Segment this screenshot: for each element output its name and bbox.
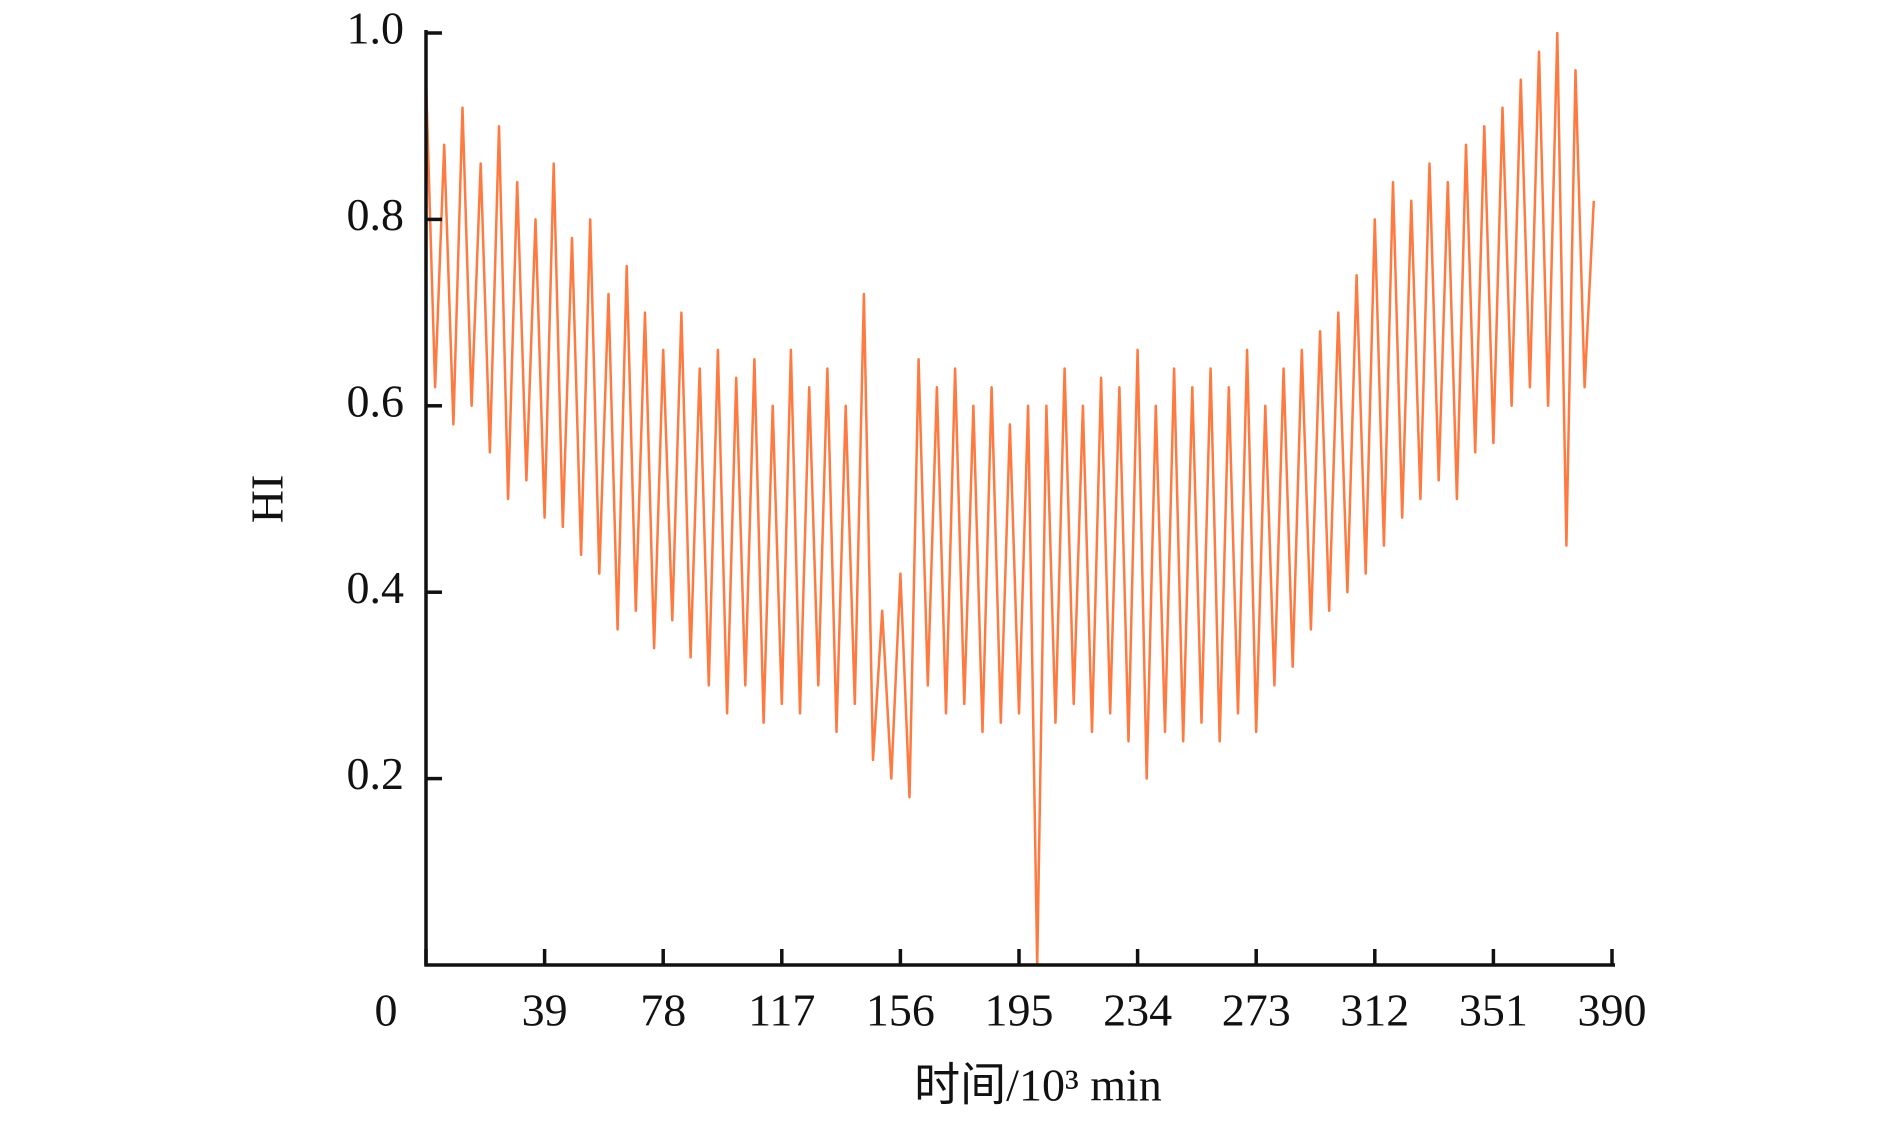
- y-tick-label: 0.8: [347, 189, 405, 240]
- axes: [424, 30, 1615, 967]
- x-tick-label: 0: [375, 985, 398, 1036]
- x-tick-label: 234: [1103, 985, 1172, 1036]
- x-tick-label: 390: [1578, 985, 1647, 1036]
- x-tick-label: 78: [640, 985, 686, 1036]
- x-tick-label: 351: [1459, 985, 1528, 1036]
- x-tick-label: 195: [985, 985, 1054, 1036]
- x-axis-label: 时间/10³ min: [914, 1060, 1162, 1111]
- x-tick-label: 273: [1222, 985, 1291, 1036]
- x-tick-label: 117: [748, 985, 815, 1036]
- x-tick-label: 39: [522, 985, 568, 1036]
- hi-line: [424, 31, 1596, 967]
- x-tick-label: 156: [866, 985, 935, 1036]
- y-tick-label: 1.0: [347, 3, 405, 54]
- y-tick-label: 0.2: [347, 748, 405, 799]
- y-tick-label: 0.4: [347, 562, 405, 613]
- y-tick-label: 0.6: [347, 375, 405, 426]
- x-tick-label: 312: [1340, 985, 1409, 1036]
- y-axis-label: HI: [242, 475, 293, 524]
